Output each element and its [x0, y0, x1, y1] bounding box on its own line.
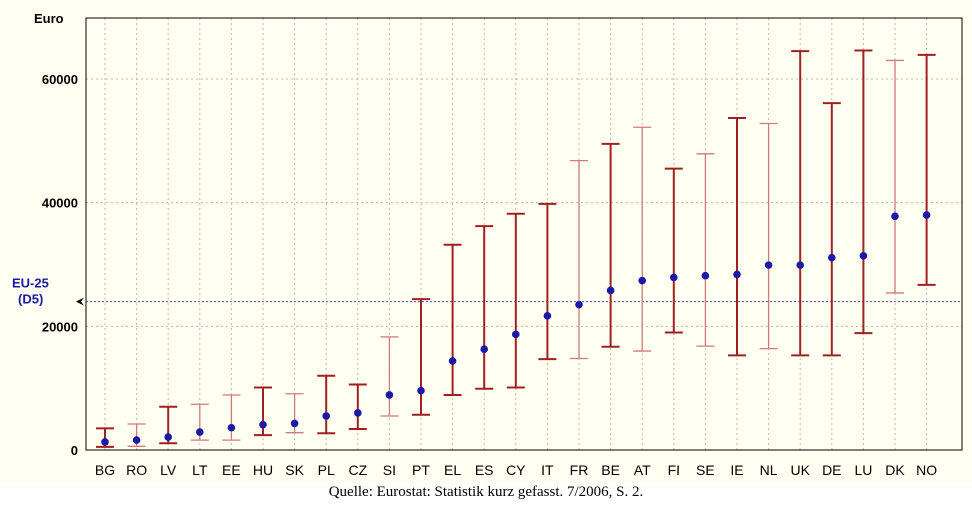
x-tick-label: SI — [383, 462, 396, 478]
x-tick-label: BG — [95, 462, 115, 478]
median-point — [227, 423, 236, 432]
x-tick-label: EE — [222, 462, 241, 478]
median-point — [701, 271, 710, 280]
median-point — [828, 253, 836, 262]
median-point — [417, 386, 425, 395]
x-tick-label: IT — [541, 462, 554, 478]
median-point — [385, 391, 394, 399]
median-point — [354, 409, 362, 417]
median-point — [196, 428, 204, 436]
y-tick-label: 40000 — [42, 196, 78, 211]
x-tick-label: AT — [634, 462, 651, 478]
median-point — [132, 436, 141, 444]
median-point — [606, 286, 615, 295]
x-tick-label: PL — [318, 462, 335, 478]
reference-label-eu25: EU-25 — [12, 276, 49, 291]
median-point — [448, 357, 457, 365]
median-point — [575, 300, 583, 309]
x-tick-label: IE — [730, 462, 743, 478]
median-point — [322, 412, 331, 420]
median-point — [670, 273, 678, 282]
x-tick-label: HU — [253, 462, 273, 478]
median-point — [290, 419, 299, 428]
x-tick-label: SK — [285, 462, 304, 478]
median-point — [512, 330, 520, 339]
x-tick-label: CY — [506, 462, 526, 478]
x-tick-label: SE — [696, 462, 715, 478]
x-tick-label: CZ — [348, 462, 367, 478]
median-point — [480, 345, 489, 354]
median-point — [638, 276, 646, 285]
y-tick-layer: 0 20000 40000 60000 — [42, 72, 78, 458]
chart: EU-25(D5) 0 20000 40000 60000 BG RO LV LT EE HU S… — [12, 11, 963, 478]
y-tick-label: 20000 — [42, 319, 78, 334]
y-tick-label: 0 — [71, 443, 78, 458]
x-tick-label: FI — [668, 462, 680, 478]
x-tick-label: BE — [601, 462, 620, 478]
median-point — [891, 212, 899, 221]
median-point — [859, 252, 868, 260]
x-tick-label: LT — [192, 462, 208, 478]
median-point-layer — [101, 211, 931, 446]
median-point — [101, 438, 109, 446]
x-category-layer: BG RO LV LT EE HU SK PL CZ SI PT EL ES CY IT FR BE AT FI SE… — [95, 462, 937, 478]
x-tick-label: LU — [854, 462, 872, 478]
median-point — [543, 312, 552, 320]
errorbar-layer — [96, 49, 936, 448]
median-point — [259, 420, 267, 429]
grid-layer — [86, 18, 962, 450]
x-tick-label: UK — [790, 462, 810, 478]
reference-arrow-icon — [76, 297, 84, 306]
median-point — [733, 270, 741, 279]
y-tick-label: 60000 — [42, 72, 78, 87]
source-caption: Quelle: Eurostat: Statistik kurz gefasst… — [328, 484, 644, 500]
x-tick-label: DK — [885, 462, 905, 478]
x-tick-label: NL — [760, 462, 778, 478]
plot-frame — [85, 17, 963, 451]
median-point — [164, 433, 172, 441]
median-point — [796, 261, 804, 269]
x-tick-label: ES — [475, 462, 494, 478]
reference-layer: EU-25(D5) — [12, 276, 962, 307]
x-tick-label: LV — [160, 462, 177, 478]
x-tick-label: RO — [126, 462, 147, 478]
x-tick-label: DE — [822, 462, 841, 478]
median-point — [764, 261, 773, 269]
median-point — [922, 211, 931, 219]
x-tick-label: NO — [916, 462, 937, 478]
x-tick-label: PT — [412, 462, 430, 478]
x-tick-label: EL — [444, 462, 461, 478]
y-axis-label: Euro — [34, 11, 64, 26]
x-tick-label: FR — [570, 462, 589, 478]
reference-label-d5: (D5) — [18, 292, 43, 307]
